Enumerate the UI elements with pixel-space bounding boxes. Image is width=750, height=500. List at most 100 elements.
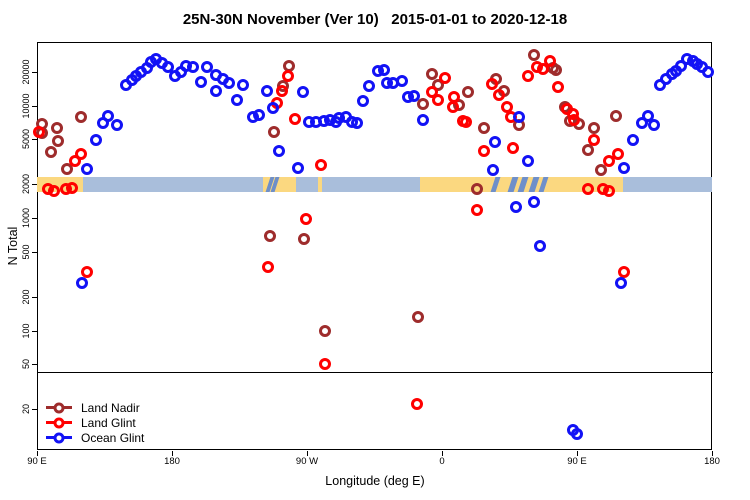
data-point bbox=[74, 110, 87, 123]
x-tick bbox=[712, 451, 713, 456]
data-point bbox=[416, 113, 429, 126]
data-point bbox=[80, 163, 93, 176]
data-point bbox=[425, 67, 438, 80]
y-tick bbox=[32, 364, 37, 366]
y-tick-label: 500 bbox=[21, 244, 31, 260]
data-point bbox=[101, 109, 114, 122]
data-point bbox=[263, 229, 276, 242]
data-point bbox=[266, 101, 279, 114]
y-tick bbox=[32, 139, 37, 141]
y-tick bbox=[32, 296, 37, 298]
data-point bbox=[223, 76, 235, 89]
data-point bbox=[410, 398, 423, 411]
plot-area bbox=[37, 42, 712, 450]
data-point bbox=[161, 61, 174, 74]
y-tick bbox=[32, 409, 37, 411]
data-point bbox=[614, 276, 627, 289]
x-tick-label: 90 W bbox=[295, 456, 319, 467]
y-tick-label: 100 bbox=[21, 322, 31, 339]
data-point bbox=[493, 88, 505, 101]
data-point bbox=[701, 65, 714, 78]
legend-circle-icon bbox=[53, 402, 65, 413]
data-point bbox=[439, 72, 451, 85]
data-point bbox=[44, 145, 57, 158]
legend-circle-icon bbox=[53, 417, 65, 428]
x-tick bbox=[172, 451, 173, 456]
data-point bbox=[200, 61, 213, 74]
data-point bbox=[319, 358, 331, 371]
legend-item: Land Glint bbox=[46, 415, 144, 430]
data-point bbox=[260, 84, 273, 97]
legend-symbol bbox=[46, 402, 72, 413]
data-point bbox=[544, 54, 556, 67]
x-tick bbox=[37, 451, 38, 456]
x-tick bbox=[307, 451, 308, 456]
data-point bbox=[289, 112, 301, 125]
y-tick-label: 1000 bbox=[21, 207, 31, 229]
data-point bbox=[488, 135, 501, 148]
data-point bbox=[581, 143, 594, 156]
data-point bbox=[319, 324, 331, 337]
legend-label: Ocean Glint bbox=[81, 430, 145, 445]
threshold-line bbox=[37, 371, 713, 373]
data-point bbox=[314, 159, 327, 172]
data-point bbox=[268, 125, 280, 138]
y-tick-label: 10000 bbox=[21, 92, 31, 119]
y-tick-label: 50 bbox=[21, 359, 31, 370]
data-point bbox=[478, 121, 490, 134]
data-point bbox=[536, 63, 549, 76]
x-axis-label: Longitude (deg E) bbox=[325, 474, 425, 488]
data-point bbox=[262, 260, 274, 273]
y-tick-label: 2000 bbox=[21, 174, 31, 195]
legend-item: Land Nadir bbox=[46, 400, 144, 415]
x-tick-label: 90 E bbox=[27, 456, 47, 467]
data-point bbox=[602, 184, 615, 197]
data-point bbox=[292, 162, 304, 175]
data-point bbox=[485, 78, 498, 91]
data-point bbox=[52, 134, 64, 147]
data-point bbox=[377, 63, 390, 76]
data-point bbox=[647, 118, 660, 131]
data-point bbox=[617, 265, 630, 278]
data-point bbox=[230, 93, 243, 106]
legend-label: Land Glint bbox=[81, 415, 136, 430]
data-point bbox=[350, 116, 363, 129]
x-tick-label: 90 E bbox=[567, 456, 587, 467]
data-point bbox=[50, 121, 63, 134]
y-tick-label: 20000 bbox=[21, 59, 31, 85]
data-point bbox=[412, 311, 424, 324]
data-point bbox=[47, 185, 60, 198]
y-tick-label: 5000 bbox=[21, 129, 31, 150]
data-point bbox=[446, 100, 459, 113]
y-tick bbox=[32, 218, 37, 219]
data-point bbox=[674, 60, 687, 73]
data-point bbox=[431, 93, 444, 106]
data-point bbox=[296, 85, 309, 98]
data-point bbox=[460, 115, 472, 128]
data-point bbox=[506, 141, 519, 154]
data-point bbox=[32, 125, 45, 138]
data-point bbox=[281, 69, 294, 82]
data-point bbox=[568, 113, 580, 126]
data-point bbox=[110, 118, 123, 131]
legend-symbol bbox=[46, 417, 72, 428]
data-point bbox=[581, 183, 594, 196]
x-tick-label: 180 bbox=[704, 456, 720, 467]
data-point bbox=[299, 212, 312, 225]
data-point bbox=[602, 155, 615, 168]
data-point bbox=[68, 155, 81, 168]
y-tick-label: 200 bbox=[21, 289, 31, 305]
data-point bbox=[551, 81, 564, 93]
data-point bbox=[512, 110, 525, 123]
band-land-segment bbox=[317, 176, 322, 192]
data-point bbox=[617, 162, 630, 175]
data-point bbox=[74, 147, 87, 160]
x-tick bbox=[577, 451, 578, 456]
data-point bbox=[61, 163, 73, 176]
data-point bbox=[487, 164, 499, 177]
data-point bbox=[275, 84, 288, 97]
data-point bbox=[416, 98, 429, 111]
data-point bbox=[89, 133, 102, 146]
data-point bbox=[641, 109, 654, 122]
data-point bbox=[470, 203, 483, 216]
